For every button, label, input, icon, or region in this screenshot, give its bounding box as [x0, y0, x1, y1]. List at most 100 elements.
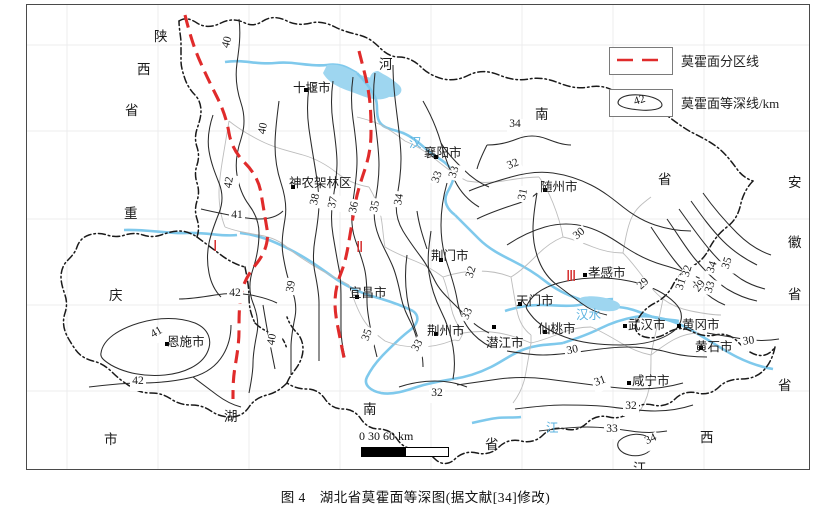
- city-marker-dot: [699, 346, 703, 350]
- contour-label-halo: [719, 253, 740, 274]
- contour-label-halo: [673, 274, 694, 295]
- contour-value-label: 35: [368, 199, 382, 213]
- river-layer: [123, 59, 774, 425]
- contour-label-halo: [308, 190, 327, 210]
- city-marker-dot: [543, 188, 547, 192]
- contour-label-halo: [641, 431, 663, 452]
- map-frame: 40 40 42 41 42 41 42 39 40 38 37 36 35 34 33 33 35 33 32 32…: [26, 4, 810, 470]
- contour-value-label: 40: [220, 35, 235, 49]
- contour-value-label: 33: [606, 423, 618, 435]
- contour-value-label: 33: [703, 280, 718, 295]
- zone-line-II-III: [333, 50, 373, 364]
- contour-label-halo: [229, 210, 245, 225]
- contour-value-label: 40: [265, 333, 279, 347]
- contour-label-halo: [326, 193, 345, 213]
- contour-value-label: 34: [392, 193, 406, 207]
- scale-bar-fill: [362, 448, 406, 456]
- city-marker-dot: [434, 332, 438, 336]
- contour-value-label: 41: [149, 324, 165, 340]
- contour-label-halo: [284, 277, 303, 297]
- contour-label-halo: [704, 257, 725, 278]
- scale-bar-labels: 0 30 60 km: [359, 429, 414, 443]
- contour-value-label: 33: [409, 337, 425, 353]
- contour-label-halo: [429, 388, 445, 403]
- contour-label-halo: [590, 373, 611, 394]
- contour-value-label: 35: [720, 256, 735, 271]
- contour-value-label: 37: [326, 195, 340, 209]
- contour-value-label: 33: [459, 306, 475, 322]
- contour-value-label: 32: [680, 264, 695, 279]
- contour-label-halo: [265, 330, 284, 350]
- contour-value-label: 30: [742, 334, 755, 348]
- legend-isobath-sample: 42: [617, 93, 663, 111]
- city-marker-dot: [518, 302, 522, 306]
- prefecture-boundary-layer: [218, 116, 722, 416]
- contour-value-label: 32: [464, 265, 479, 280]
- contour-value-label: 34: [509, 118, 521, 130]
- contour-label-halo: [623, 401, 639, 416]
- contour-label-halo: [256, 119, 275, 139]
- city-marker-dot: [623, 324, 627, 328]
- contour-label-halo: [220, 33, 239, 53]
- contour-value-label: 34: [705, 260, 720, 275]
- city-marker-dot: [355, 295, 359, 299]
- contour-label-halo: [563, 343, 583, 362]
- contour-value-label: 31: [674, 277, 689, 292]
- contour-label-halo: [516, 185, 535, 205]
- city-marker-dot: [543, 330, 547, 334]
- contour-value-label: 38: [308, 192, 322, 206]
- contour-label-halo: [463, 262, 484, 283]
- city-marker-dot: [627, 381, 631, 385]
- city-marker-dot: [291, 185, 295, 189]
- contour-value-label: 42: [132, 375, 144, 387]
- contour-value-label: 42: [222, 176, 236, 190]
- legend-label-isobath: 莫霍面等深线/km: [681, 96, 780, 111]
- legend-label-zone-line: 莫霍面分区线: [681, 54, 760, 69]
- contour-value-label: 30: [566, 343, 580, 357]
- contour-value-label: 33: [447, 165, 462, 180]
- city-marker-dot: [434, 155, 438, 159]
- legend-zone-line-sample: [617, 58, 663, 62]
- legend-isobath-value: 42: [632, 93, 647, 108]
- city-marker-dot: [165, 342, 169, 346]
- contour-value-label: 32: [431, 387, 443, 399]
- contour-value-label: 31: [593, 373, 608, 388]
- contour-label-halo: [507, 119, 523, 134]
- contour-label-halo: [222, 173, 241, 193]
- contour-label-halo: [459, 304, 480, 326]
- contour-label-halo: [429, 167, 450, 188]
- graticule-layer: [27, 5, 809, 469]
- figure-caption: 图 4 湖北省莫霍面等深图(据文献[34]修改): [280, 490, 551, 505]
- contour-value-label: 41: [231, 209, 243, 221]
- contour-label-halo: [446, 162, 467, 183]
- legend-box-zone-line: [609, 47, 673, 75]
- contour-label-halo: [130, 376, 146, 391]
- contour-label-halo: [569, 224, 592, 247]
- contour-value-label: 31: [516, 187, 530, 201]
- city-marker-dot: [583, 273, 587, 277]
- contour-value-label: 39: [284, 280, 298, 294]
- city-marker-dot: [439, 258, 443, 262]
- contour-label-halo: [503, 156, 525, 177]
- contour-label-halo: [359, 325, 380, 346]
- contour-value-label: 34: [643, 431, 659, 447]
- contour-label-halo: [368, 197, 387, 217]
- contour-label-halo: [739, 334, 758, 353]
- contour-value-label: 36: [347, 200, 361, 214]
- contour-value-label: 40: [256, 122, 270, 136]
- contour-value-label: 32: [625, 400, 637, 412]
- contour-label-halo: [147, 324, 169, 346]
- contour-label-halo: [679, 261, 700, 282]
- contour-value-label: 33: [430, 169, 445, 184]
- city-marker-dot: [677, 324, 681, 328]
- contour-label-halo: [409, 336, 431, 358]
- contour-value-label: 35: [360, 327, 375, 342]
- contour-label-halo: [227, 288, 243, 303]
- scale-bar-graphic: [361, 447, 449, 457]
- contour-value-label: 42: [229, 287, 241, 299]
- contour-label-halo: [702, 277, 723, 298]
- zone-line-I-II: [183, 14, 270, 400]
- contour-label-halo: [347, 198, 366, 218]
